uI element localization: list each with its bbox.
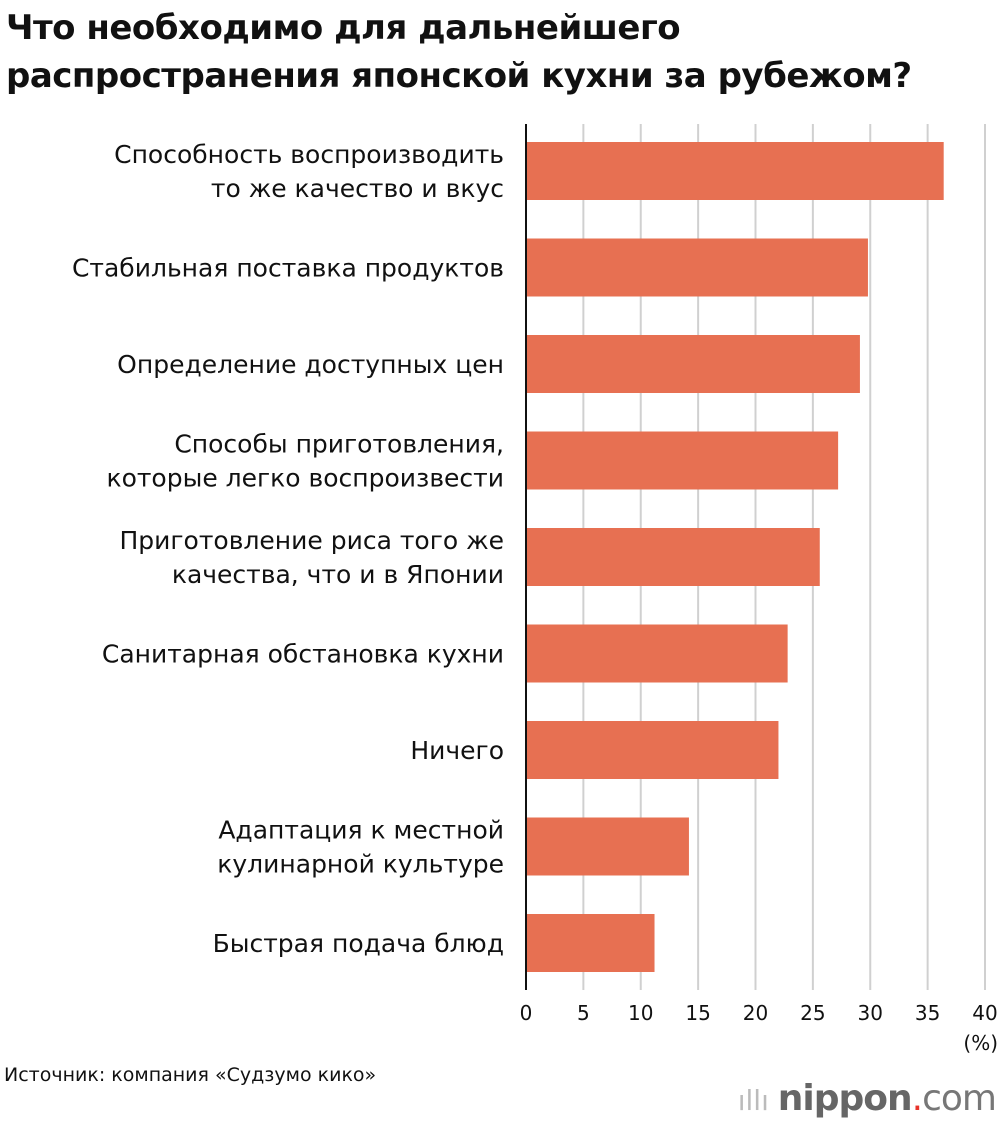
category-label: Адаптация к местной (218, 816, 504, 845)
x-tick-label: 10 (628, 1001, 653, 1025)
category-label: Способы приготовления, (174, 430, 504, 459)
chart-title: Что необходимо для дальнейшего распростр… (6, 4, 912, 100)
category-label: качества, что и в Японии (172, 560, 504, 589)
bar-chart: 0 5 10 15 20 25 30 35 40 (%) Способность воспроизв… (72, 124, 998, 1055)
category-label: Быстрая подача блюд (213, 929, 504, 958)
bar (526, 721, 779, 779)
bar (526, 335, 860, 393)
bar (526, 431, 839, 490)
x-tick-label: 5 (577, 1001, 590, 1025)
category-label: Стабильная поставка продуктов (72, 254, 504, 283)
bar (526, 914, 655, 972)
source-note: Источник: компания «Судзумо кико» (4, 1064, 377, 1086)
category-label: кулинарной культуре (217, 850, 504, 879)
x-tick-label: 30 (858, 1001, 883, 1025)
bar (526, 142, 944, 200)
title-line-2: распространения японской кухни за рубежо… (6, 56, 912, 96)
x-tick-label: 35 (915, 1001, 940, 1025)
category-label: Ничего (410, 736, 504, 765)
category-label: Определение доступных цен (117, 350, 504, 379)
x-tick-label: 25 (800, 1001, 825, 1025)
nippon-logo: ıllı nippon.com (737, 1078, 997, 1119)
bar (526, 238, 868, 297)
x-tick-label: 20 (743, 1001, 768, 1025)
category-label: Приготовление риса того же (120, 526, 505, 555)
title-line-1: Что необходимо для дальнейшего (6, 8, 681, 48)
category-label: Санитарная обстановка кухни (102, 640, 504, 669)
x-tick-label: 40 (972, 1001, 997, 1025)
bar (526, 528, 820, 586)
x-tick-label: 0 (520, 1001, 533, 1025)
x-unit-label: (%) (963, 1031, 998, 1055)
category-label: которые легко воспроизвести (106, 464, 504, 493)
bar (526, 624, 788, 683)
bar (526, 817, 689, 876)
x-tick-label: 15 (685, 1001, 710, 1025)
category-label: Способность воспроизводить (114, 140, 504, 169)
category-label: то же качество и вкус (211, 174, 504, 203)
